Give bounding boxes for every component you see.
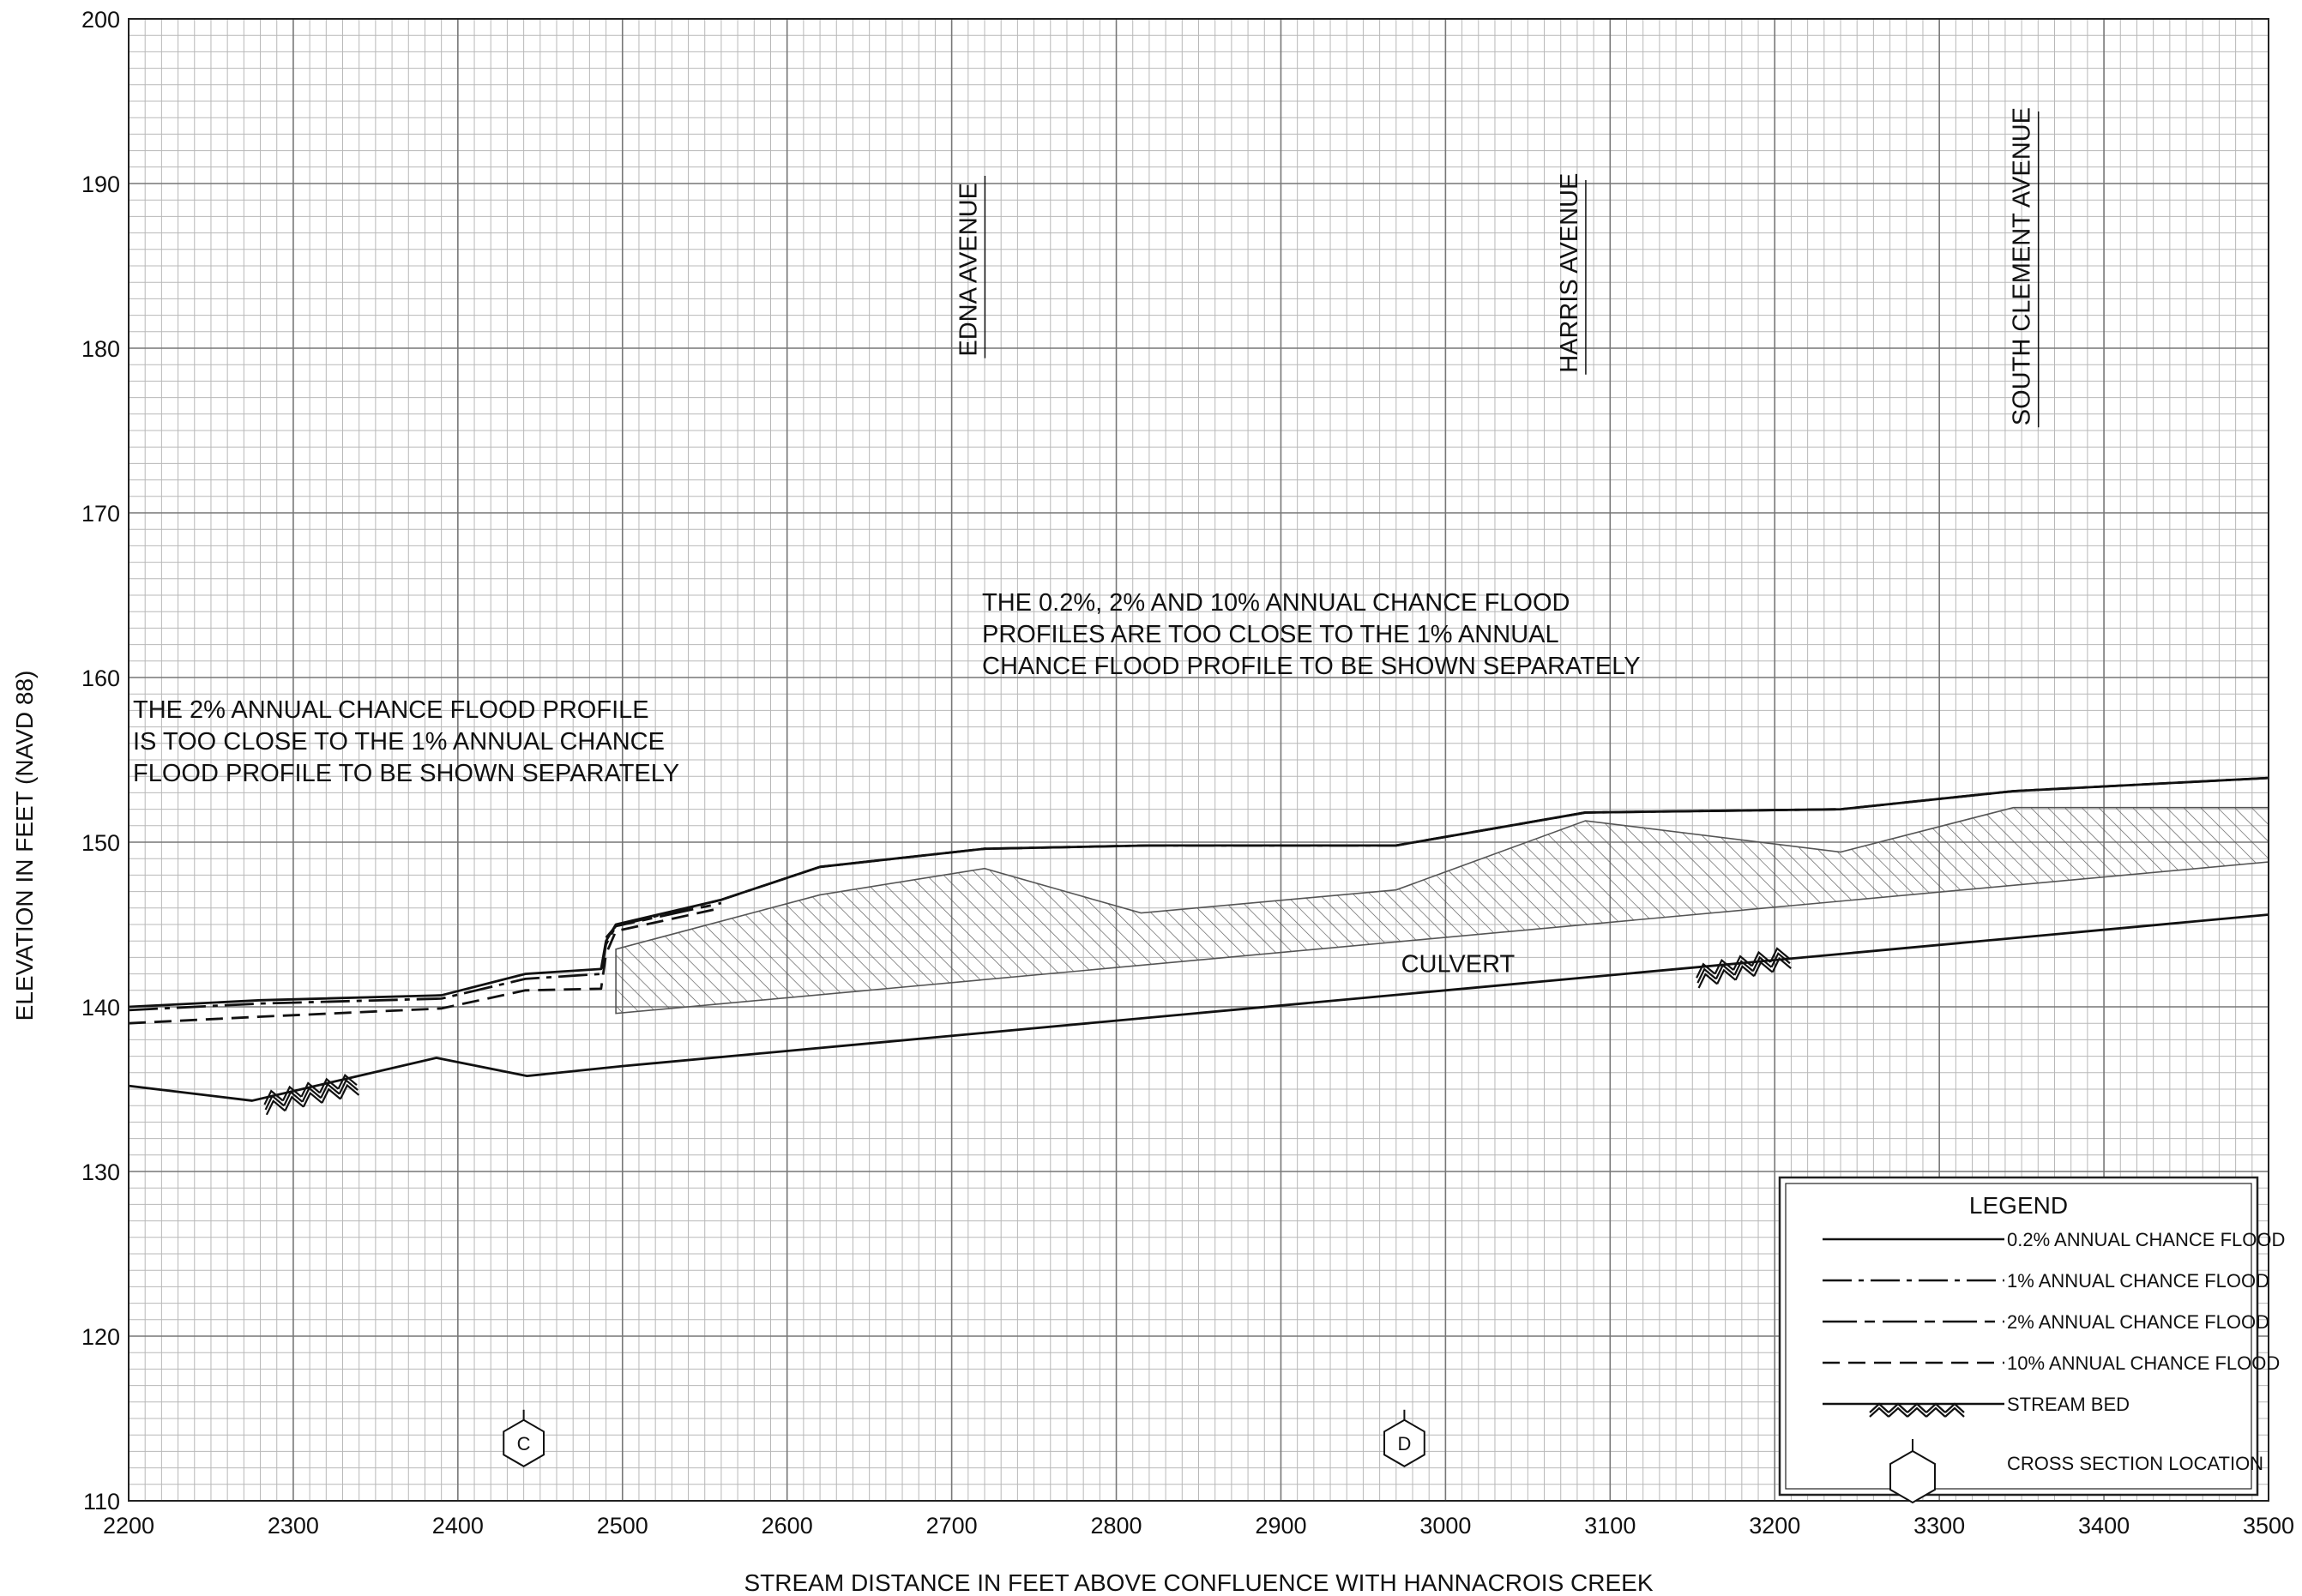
bed-zigzag — [265, 1083, 360, 1116]
legend-label: STREAM BED — [2007, 1394, 2130, 1415]
y-tick-label: 110 — [83, 1489, 120, 1515]
legend-inner-box — [1785, 1183, 2252, 1490]
y-tick-label: 170 — [81, 501, 120, 527]
series-lines — [128, 776, 2269, 1102]
y-tick-label: 200 — [81, 7, 120, 33]
y-tick-label: 160 — [81, 666, 120, 691]
x-tick-label: 3000 — [1419, 1513, 1471, 1539]
bed-zigzag — [1869, 1402, 1965, 1413]
x-tick-label: 3400 — [2078, 1513, 2130, 1539]
x-tick-label: 2200 — [103, 1513, 154, 1539]
y-tick-label: 180 — [81, 336, 120, 362]
x-tick-label: 3500 — [2243, 1513, 2294, 1539]
y-tick-label: 150 — [81, 830, 120, 856]
x-tick-label: 2900 — [1255, 1513, 1306, 1539]
cross-section-label: D — [1397, 1433, 1411, 1454]
x-tick-label: 3200 — [1749, 1513, 1800, 1539]
hexagon-icon — [1383, 1418, 1425, 1467]
y-tick-label: 120 — [81, 1324, 120, 1350]
legend-label: 10% ANNUAL CHANCE FLOOD — [2007, 1352, 2280, 1374]
legend-label: 2% ANNUAL CHANCE FLOOD — [2007, 1311, 2269, 1333]
annotation-line: FLOOD PROFILE TO BE SHOWN SEPARATELY — [133, 760, 679, 787]
culvert: CULVERT — [615, 806, 2269, 1015]
series-line-3 — [128, 906, 722, 1025]
annotation-line: THE 2% ANNUAL CHANCE FLOOD PROFILE — [133, 696, 649, 724]
series-line-4 — [128, 913, 2269, 1102]
street-label: SOUTH CLEMENT AVENUE — [2009, 107, 2036, 425]
culvert-label: CULVERT — [1401, 951, 1516, 979]
axis-ticks: 2200 2300 2400 2500 2600 2700 2800 2900 3000 3100… — [81, 7, 2294, 1539]
legend-box — [1778, 1176, 2259, 1497]
y-axis-label: ELEVATION IN FEET (NAVD 88) — [11, 671, 38, 1021]
y-tick-label: 190 — [81, 172, 120, 197]
x-tick-label: 2600 — [762, 1513, 813, 1539]
x-tick-label: 2300 — [268, 1513, 319, 1539]
legend-title: LEGEND — [1969, 1192, 2068, 1219]
bed-zigzag — [264, 1078, 359, 1111]
x-tick-label: 2500 — [597, 1513, 648, 1539]
street-label: EDNA AVENUE — [955, 183, 982, 357]
bed-zigzag — [1697, 956, 1792, 989]
bed-zigzag — [1696, 947, 1790, 979]
legend-bed-symbol — [1869, 1402, 1965, 1418]
hexagon-icon — [503, 1418, 545, 1467]
bed-zigzag — [1869, 1406, 1965, 1418]
street-labels: EDNA AVENUE HARRIS AVENUE SOUTH CLEMENT AV… — [955, 107, 2040, 428]
y-tick-label: 140 — [81, 995, 120, 1021]
bed-zigzag — [1696, 952, 1791, 984]
series-line-2 — [605, 901, 722, 939]
plot-frame — [128, 18, 2269, 1502]
x-axis-label: STREAM DISTANCE IN FEET ABOVE CONFLUENCE… — [744, 1569, 1654, 1596]
hexagon-icon — [1889, 1449, 1936, 1504]
stream-bed-symbol — [1696, 947, 1792, 989]
y-tick-label: 130 — [81, 1159, 120, 1185]
series-line-1 — [128, 776, 2269, 1012]
cross-section-label: C — [517, 1433, 531, 1454]
stream-bed-symbol — [263, 1074, 360, 1116]
x-tick-label: 3100 — [1584, 1513, 1636, 1539]
annotation-line: CHANCE FLOOD PROFILE TO BE SHOWN SEPARAT… — [982, 653, 1641, 680]
annotation-line: IS TOO CLOSE TO THE 1% ANNUAL CHANCE — [133, 728, 665, 756]
x-tick-label: 2800 — [1090, 1513, 1142, 1539]
legend-label: 1% ANNUAL CHANCE FLOOD — [2007, 1270, 2269, 1292]
stream-bed-symbols — [263, 947, 1792, 1116]
annotation-line: THE 0.2%, 2% AND 10% ANNUAL CHANCE FLOOD — [982, 589, 1570, 617]
annotation-line: PROFILES ARE TOO CLOSE TO THE 1% ANNUAL — [982, 621, 1559, 648]
legend: LEGEND 0.2% ANNUAL CHANCE FLOOD 1% ANNUAL … — [1778, 1176, 2285, 1504]
bed-zigzag — [263, 1074, 358, 1105]
annotations: THE 2% ANNUAL CHANCE FLOOD PROFILE IS TOO… — [133, 589, 1641, 787]
legend-label: 0.2% ANNUAL CHANCE FLOOD — [2007, 1229, 2285, 1250]
culvert-hatch — [615, 806, 2269, 1015]
x-tick-label: 2400 — [432, 1513, 484, 1539]
cross-section-C: C — [503, 1409, 545, 1467]
cross-section-D: D — [1383, 1409, 1425, 1467]
street-label: HARRIS AVENUE — [1556, 173, 1583, 373]
x-tick-label: 3300 — [1913, 1513, 1965, 1539]
legend-label: CROSS SECTION LOCATION — [2007, 1453, 2263, 1474]
x-tick-label: 2700 — [926, 1513, 978, 1539]
